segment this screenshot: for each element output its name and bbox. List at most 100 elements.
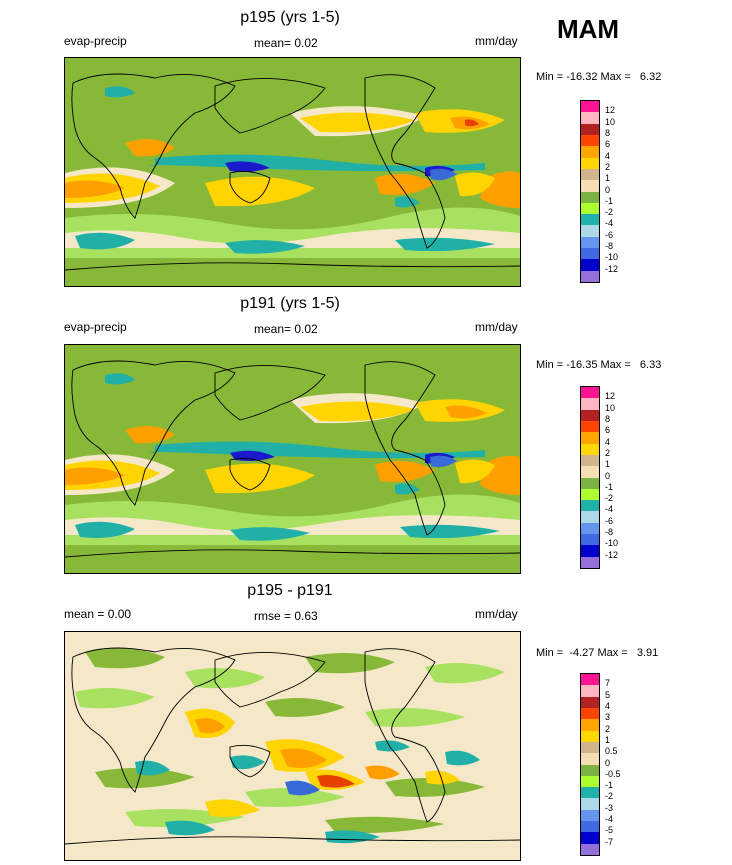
colorbar-tick-label: -1: [605, 195, 614, 206]
colorbar-tick-label: -4: [605, 218, 614, 229]
colorbar-tick-label: 2: [605, 447, 611, 458]
colorbar-tick-label: -4: [605, 504, 614, 515]
colorbar-tick-label: -8: [605, 527, 614, 538]
colorbar-tick-label: 1: [605, 459, 611, 470]
colorbar-tick-label: -6: [605, 515, 614, 526]
colorbar-swatch: [581, 259, 599, 271]
colorbar-tick-label: -0.5: [605, 768, 621, 779]
contour-map: [65, 632, 520, 860]
colorbar-swatch: [581, 719, 599, 731]
colorbar-swatch: [581, 685, 599, 697]
colorbar-tick-label: -12: [605, 263, 619, 274]
colorbar-tick-label: 8: [605, 127, 611, 138]
colorbar-swatch: [581, 798, 599, 810]
colorbar-swatch: [581, 146, 599, 158]
colorbar-tick-label: 6: [605, 139, 611, 150]
colorbar-tick-label: -1: [605, 481, 614, 492]
minmax-label: Min = -4.27 Max = 3.91: [536, 647, 659, 659]
colorbar-tick-label: -12: [605, 549, 619, 560]
colorbar-swatch: [581, 236, 599, 249]
colorbar-tick-label: 1: [605, 173, 611, 184]
colorbar-swatch: [581, 522, 599, 535]
colorbar-tick-label: -1: [605, 780, 614, 791]
colorbar-swatch: [581, 202, 599, 215]
colorbar-tick-label: -2: [605, 791, 614, 802]
map-p191: [64, 344, 521, 574]
colorbar: [580, 100, 600, 283]
map-difference: [64, 631, 521, 861]
colorbar-swatch: [581, 556, 599, 568]
colorbar-tick-label: 7: [605, 678, 611, 689]
colorbar-swatch: [581, 764, 599, 776]
colorbar-tick-label: -2: [605, 493, 614, 504]
colorbar-swatch: [581, 545, 599, 557]
colorbar-tick-label: 8: [605, 413, 611, 424]
colorbar-tick-label: 4: [605, 436, 611, 447]
colorbar-swatch: [581, 696, 599, 708]
colorbar-tick-label: -3: [605, 802, 614, 813]
colorbar-swatch: [581, 214, 599, 226]
colorbar-tick-label: -10: [605, 538, 619, 549]
colorbar-swatch: [581, 387, 599, 399]
colorbar-tick-label: 0: [605, 184, 611, 195]
contour-map: [65, 58, 520, 286]
colorbar-swatch: [581, 409, 599, 421]
colorbar-swatch: [581, 511, 599, 523]
colorbar-tick-label: -6: [605, 229, 614, 240]
contour-map: [65, 345, 520, 573]
colorbar-swatch: [581, 674, 599, 686]
colorbar-tick-label: 6: [605, 425, 611, 436]
colorbar-tick-label: -4: [605, 814, 614, 825]
colorbar: [580, 386, 600, 569]
colorbar-swatch: [581, 488, 599, 501]
colorbar-tick-label: 4: [605, 700, 611, 711]
colorbar-swatch: [581, 730, 599, 742]
map-p195: [64, 57, 521, 287]
units-label: mm/day: [475, 34, 518, 48]
colorbar-swatch: [581, 101, 599, 113]
colorbar-tick-label: -10: [605, 252, 619, 263]
variable-label: evap-precip: [64, 320, 127, 334]
units-label: mm/day: [475, 320, 518, 334]
colorbar-swatch: [581, 270, 599, 282]
colorbar-tick-label: 1: [605, 734, 611, 745]
colorbar-swatch: [581, 775, 599, 788]
colorbar-tick-label: -8: [605, 241, 614, 252]
colorbar-swatch: [581, 477, 599, 489]
panel-title: p195 - p191: [247, 582, 333, 599]
colorbar-swatch: [581, 443, 599, 455]
colorbar-swatch: [581, 832, 599, 844]
units-label: mm/day: [475, 607, 518, 621]
panel-title: p195 (yrs 1-5): [240, 9, 340, 26]
colorbar-swatch: [581, 753, 599, 765]
colorbar-tick-label: 10: [605, 402, 616, 413]
colorbar-tick-label: 2: [605, 161, 611, 172]
colorbar-tick-label: 0.5: [605, 746, 618, 757]
mean-label: mean= 0.02: [254, 36, 318, 50]
colorbar-swatch: [581, 191, 599, 203]
colorbar-swatch: [581, 843, 599, 855]
colorbar-swatch: [581, 225, 599, 237]
colorbar-swatch: [581, 168, 599, 181]
mean-label: mean= 0.02: [254, 322, 318, 336]
colorbar-tick-label: 10: [605, 116, 616, 127]
colorbar-tick-label: 12: [605, 105, 616, 116]
colorbar-swatch: [581, 534, 599, 546]
colorbar-tick-label: 0: [605, 757, 611, 768]
colorbar-tick-label: 5: [605, 689, 611, 700]
colorbar-swatch: [581, 180, 599, 192]
colorbar-tick-label: -7: [605, 836, 614, 847]
colorbar-swatch: [581, 420, 599, 433]
colorbar-swatch: [581, 821, 599, 833]
variable-label: evap-precip: [64, 34, 127, 48]
colorbar-swatch: [581, 134, 599, 147]
colorbar-swatch: [581, 112, 599, 124]
rmse-label: rmse = 0.63: [254, 609, 318, 623]
colorbar-swatch: [581, 500, 599, 512]
colorbar: [580, 673, 600, 856]
colorbar-tick-label: -2: [605, 207, 614, 218]
colorbar-tick-label: 4: [605, 150, 611, 161]
colorbar-tick-label: 2: [605, 723, 611, 734]
minmax-label: Min = -16.32 Max = 6.32: [536, 71, 662, 83]
colorbar-tick-label: -5: [605, 825, 614, 836]
